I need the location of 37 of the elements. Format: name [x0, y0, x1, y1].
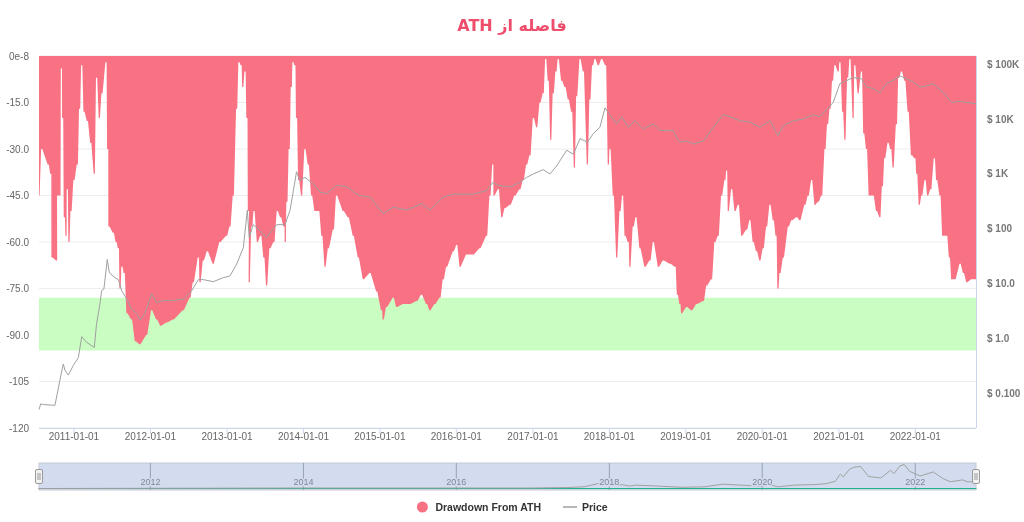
title: فاصله از ATH — [457, 16, 567, 35]
x-tick-label: 2020-01-01 — [736, 431, 788, 442]
y-tick-label: -105 — [9, 376, 29, 387]
y2-tick-label: $ 1.0 — [987, 333, 1010, 345]
y2-tick-label: $ 100 — [987, 223, 1013, 235]
x-tick-label: 2016-01-01 — [430, 431, 482, 442]
y-tick-label: -75.0 — [6, 283, 29, 294]
x-tick-label: 2012 — [140, 477, 161, 487]
x-tick-label: 2020 — [752, 477, 773, 487]
y2-tick-label: $ 0.100 — [987, 388, 1021, 400]
x-tick-label: 2014-01-01 — [277, 431, 330, 442]
x-tick-label: 2011-01-01 — [48, 431, 100, 442]
x-tick-label: 2012-01-01 — [124, 431, 176, 442]
x-tick-label: 2016 — [446, 477, 467, 487]
y-tick-label: -90.0 — [6, 329, 29, 341]
y-tick-label: -30.0 — [6, 143, 29, 155]
y-tick-label: 0e-8 — [9, 50, 29, 62]
y-tick-label: -120 — [9, 422, 29, 434]
legend-label: Price — [582, 500, 608, 513]
x-tick-label: 2022 — [905, 477, 926, 487]
y-tick-label: -45.0 — [6, 190, 29, 201]
y2-tick-label: $ 1K — [987, 168, 1009, 180]
x-tick-label: 2013-01-01 — [201, 431, 253, 442]
y-tick-label: -15.0 — [6, 97, 29, 108]
x-tick-label: 2014 — [293, 477, 314, 487]
y2-tick-label: $ 10.0 — [987, 278, 1015, 290]
x-tick-label: 2018 — [599, 477, 620, 487]
x-tick-label: 2018-01-01 — [583, 431, 635, 442]
x-tick-label: 2021-01-01 — [813, 431, 865, 442]
legend-label: Drawdown From ATH — [435, 500, 541, 513]
x-tick-label: 2017-01-01 — [507, 431, 559, 442]
x-tick-label: 2015-01-01 — [354, 431, 406, 442]
x-tick-label: 2022-01-01 — [889, 431, 941, 442]
y2-tick-label: $ 100K — [987, 58, 1020, 70]
y-tick-label: -60.0 — [6, 236, 29, 248]
y2-tick-label: $ 10K — [987, 113, 1014, 125]
x-tick-label: 2019-01-01 — [660, 431, 712, 442]
